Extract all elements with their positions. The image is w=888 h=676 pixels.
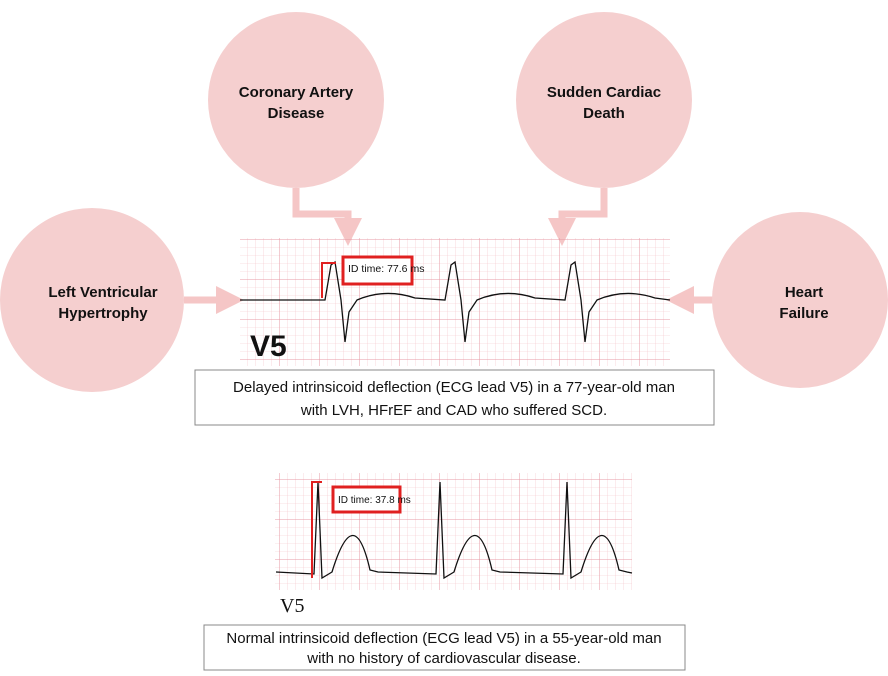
ecg-bottom: ID time: 37.8 ms V5: [275, 473, 632, 617]
node-label: Disease: [268, 105, 325, 122]
caption: Delayed intrinsicoid deflection (ECG lea…: [233, 379, 675, 396]
lead-label: V5: [250, 330, 287, 363]
id-time: ID time: 77.6 ms: [348, 263, 424, 275]
caption: with LVH, HFrEF and CAD who suffered SCD…: [300, 402, 607, 419]
node-label: Heart: [785, 284, 823, 301]
ecg-top: ID time: 77.6 ms V5: [240, 238, 670, 366]
node-label: Sudden Cardiac: [547, 84, 661, 101]
node-label: Failure: [779, 305, 828, 322]
diagram: Coronary Artery Disease Sudden Cardiac D…: [0, 0, 888, 671]
caption: with no history of cardiovascular diseas…: [306, 650, 580, 667]
node-label: Left Ventricular: [48, 284, 157, 301]
lead-label: V5: [280, 595, 304, 617]
node-label: Hypertrophy: [58, 305, 148, 322]
id-time: ID time: 37.8 ms: [338, 495, 411, 506]
node-label: Death: [583, 105, 625, 122]
node-label: Coronary Artery: [239, 84, 354, 101]
caption: Normal intrinsicoid deflection (ECG lead…: [226, 630, 661, 647]
